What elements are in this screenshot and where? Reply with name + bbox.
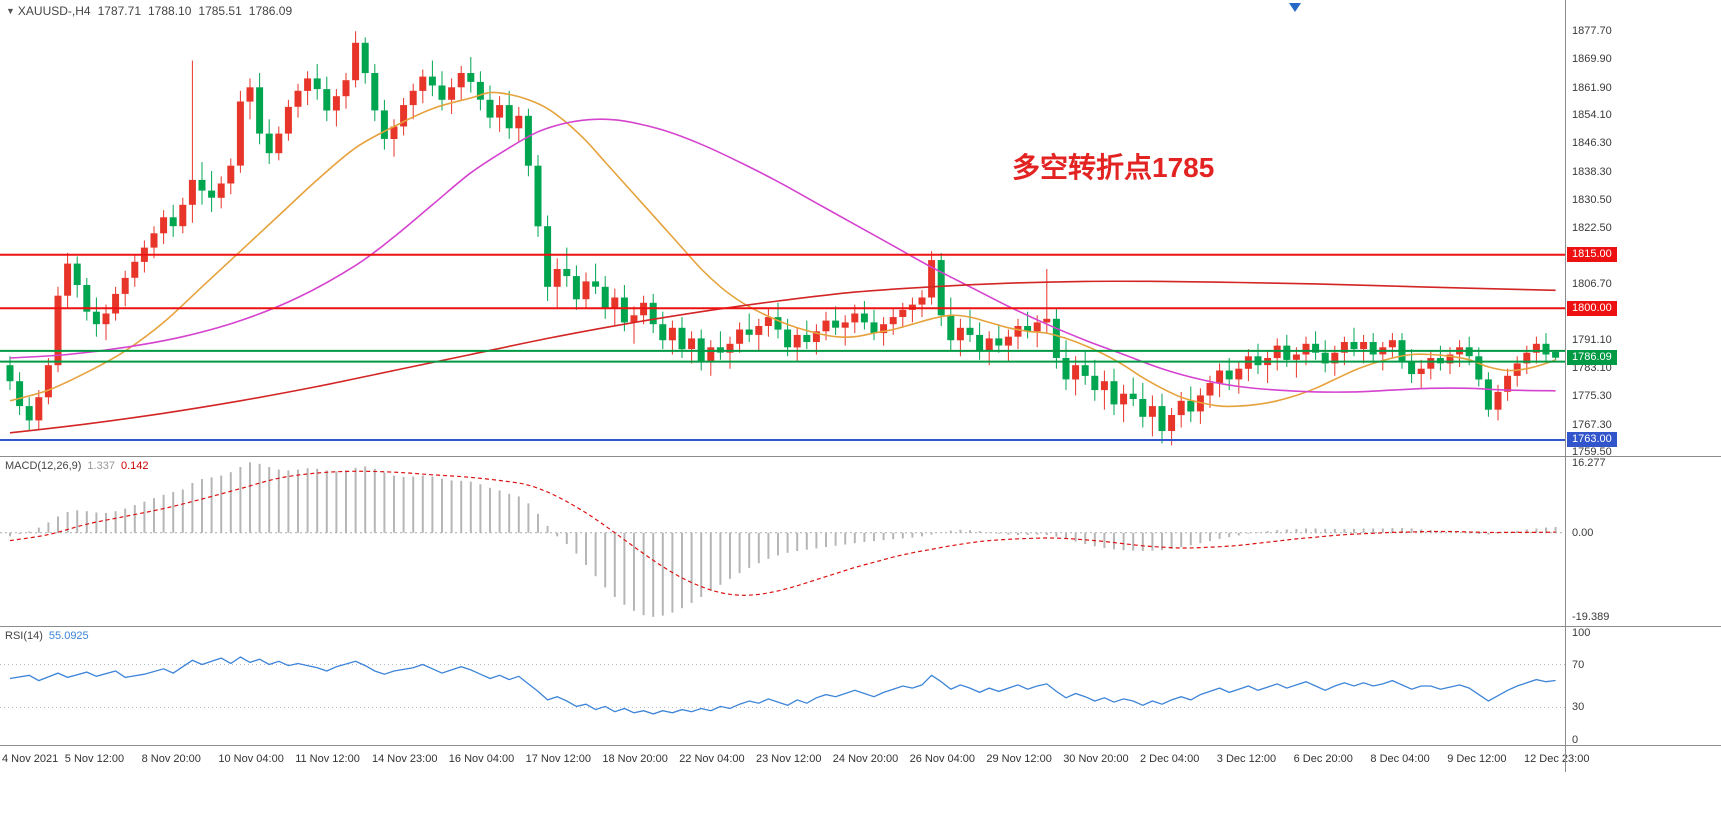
price-axis-label: 1830.50 <box>1572 193 1612 206</box>
price-badge: 1763.00 <box>1567 432 1617 448</box>
time-axis-label: 14 Nov 23:00 <box>372 753 438 765</box>
time-axis-label: 8 Dec 04:00 <box>1370 753 1430 765</box>
time-scale[interactable]: 4 Nov 2021 5 Nov 12:00 8 Nov 20:00 10 Nov 0… <box>0 746 1721 772</box>
price-axis-label: 1877.70 <box>1572 25 1612 38</box>
price-badge: 1786.09 <box>1567 350 1617 366</box>
macd-axis-label: 16.277 <box>1572 457 1606 469</box>
time-axis-label: 18 Nov 20:00 <box>602 753 668 765</box>
ohlc-low: 1785.51 <box>198 4 242 18</box>
ma-mid-magenta <box>9 118 1556 393</box>
time-axis-label: 29 Nov 12:00 <box>986 753 1052 765</box>
time-axis-label: 30 Nov 20:00 <box>1063 753 1129 765</box>
moving-averages-layer <box>9 91 1556 434</box>
chart-shift-marker-icon[interactable] <box>1289 3 1301 12</box>
axis-separator <box>1565 0 1566 772</box>
price-axis-label: 1783.10 <box>1572 362 1612 375</box>
rsi-line <box>9 656 1556 715</box>
time-axis-label: 24 Nov 20:00 <box>832 753 899 765</box>
chart-ohlc-header: ▼ XAUUSD-,H4 1787.71 1788.10 1785.51 1786.09 <box>6 4 292 18</box>
time-axis-label: 22 Nov 04:00 <box>679 753 745 765</box>
price-axis-label: 1822.50 <box>1572 222 1612 234</box>
price-axis-label: 1791.10 <box>1572 333 1612 346</box>
rsi-axis-label: 70 <box>1572 658 1585 671</box>
price-axis-label: 1806.70 <box>1572 278 1612 291</box>
rsi-name: RSI(14) <box>5 630 43 642</box>
time-axis-label: 17 Nov 12:00 <box>525 753 592 765</box>
price-scale[interactable]: 1877.70 1869.90 1861.90 1854.10 1846.30 1838.… <box>1565 0 1721 459</box>
time-axis-label: 6 Dec 20:00 <box>1293 753 1353 765</box>
price-axis-label: 1869.90 <box>1572 53 1612 66</box>
rsi-axis-label: 100 <box>1572 627 1591 639</box>
time-axis-label: 11 Nov 12:00 <box>295 753 360 765</box>
time-axis-label: 10 Nov 04:00 <box>218 753 284 765</box>
time-axis-label: 4 Nov 2021 <box>2 753 59 765</box>
macd-axis-label: -19.389 <box>1572 610 1610 623</box>
price-badge: 1800.00 <box>1567 300 1617 316</box>
time-axis-label: 3 Dec 12:00 <box>1216 753 1277 765</box>
horizontal-lines-layer <box>0 253 1565 441</box>
time-axis-label: 5 Nov 12:00 <box>64 753 125 765</box>
rsi-pane: 100 70 30 0 RSI(14) 55.0925 <box>0 627 1721 746</box>
macd-main-value: 1.337 <box>87 460 115 472</box>
macd-axis-label: 0.00 <box>1572 526 1594 539</box>
price-badge: 1815.00 <box>1567 247 1617 263</box>
price-axis-label: 1861.90 <box>1572 81 1612 94</box>
price-axis-label: 1846.30 <box>1572 137 1612 150</box>
macd-histogram <box>9 462 1557 617</box>
ohlc-high: 1788.10 <box>148 4 192 18</box>
rsi-axis-label: 30 <box>1572 701 1585 714</box>
ohlc-open: 1787.71 <box>97 4 141 18</box>
time-axis-label: 23 Nov 12:00 <box>756 753 822 765</box>
time-axis-label: 2 Dec 04:00 <box>1140 753 1200 765</box>
time-axis-label: 26 Nov 04:00 <box>909 753 976 765</box>
time-axis-label: 8 Nov 20:00 <box>141 753 201 765</box>
rsi-value: 55.0925 <box>48 630 89 642</box>
rsi-scale[interactable]: 100 70 30 0 <box>1565 627 1721 746</box>
price-axis-label: 1854.10 <box>1572 109 1612 122</box>
macd-indicator-label: MACD(12,26,9) 1.337 0.142 <box>5 460 148 472</box>
ma-slow-red <box>9 280 1556 434</box>
ohlc-close: 1786.09 <box>248 4 293 18</box>
rsi-axis-label: 0 <box>1572 733 1579 746</box>
price-axis-label: 1767.30 <box>1572 418 1612 431</box>
time-axis-label: 12 Dec 23:00 <box>1524 753 1590 765</box>
price-axis-label: 1759.50 <box>1572 446 1612 459</box>
pane-separator[interactable] <box>0 626 1721 627</box>
price-pane: 1877.70 1869.90 1861.90 1854.10 1846.30 1838.… <box>0 0 1721 459</box>
rsi-indicator-label: RSI(14) 55.0925 <box>5 630 89 642</box>
pane-separator <box>0 745 1721 746</box>
price-axis-label: 1838.30 <box>1572 165 1612 178</box>
macd-name: MACD(12,26,9) <box>5 460 82 472</box>
price-axis-label: 1775.30 <box>1572 390 1612 403</box>
chart-annotation-text[interactable]: 多空转折点1785 <box>1012 152 1215 183</box>
pane-separator[interactable] <box>0 456 1721 457</box>
macd-pane: 16.277 0.00 -19.389 MACD(12,26,9) 1.337 0.14… <box>0 457 1721 626</box>
macd-signal-value: 0.142 <box>120 460 149 472</box>
macd-chart-canvas[interactable] <box>0 457 1565 626</box>
price-chart-canvas[interactable] <box>0 0 1565 456</box>
ma-fast-orange <box>9 91 1556 408</box>
macd-scale[interactable]: 16.277 0.00 -19.389 <box>1565 457 1721 626</box>
symbol-timeframe-label: XAUUSD-,H4 <box>17 4 91 18</box>
time-axis-label: 9 Dec 12:00 <box>1447 753 1507 765</box>
symbol-dropdown-icon[interactable]: ▼ <box>6 6 15 16</box>
time-axis-label: 16 Nov 04:00 <box>448 753 515 765</box>
rsi-chart-canvas[interactable] <box>0 627 1565 745</box>
